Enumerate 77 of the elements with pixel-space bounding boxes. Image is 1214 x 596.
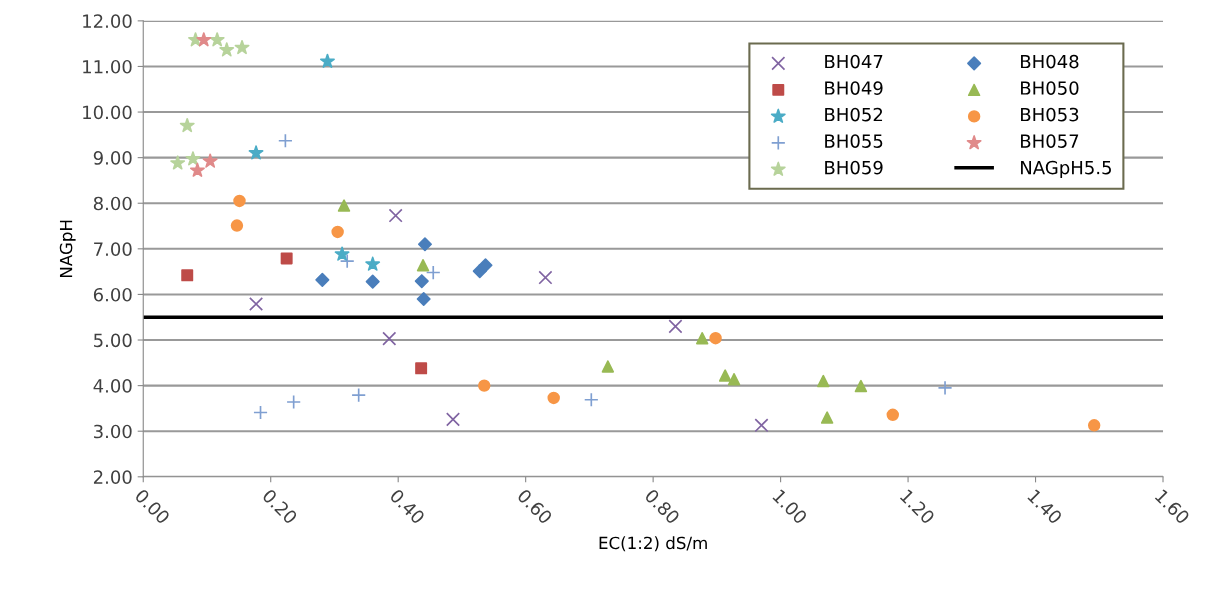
point	[248, 145, 264, 160]
y-tick-label: 5.00	[94, 333, 132, 348]
x-axis-title: EC(1:2) dS/m	[599, 536, 707, 552]
point	[185, 151, 201, 166]
y-tick-label: 7.00	[94, 242, 132, 256]
point	[445, 412, 461, 427]
point	[937, 380, 953, 396]
y-tick-label: 4.00	[93, 379, 132, 393]
point	[718, 369, 732, 382]
point	[230, 219, 244, 232]
point	[234, 39, 250, 55]
point	[854, 379, 868, 393]
point	[478, 258, 493, 273]
point	[202, 153, 218, 168]
point	[189, 162, 205, 177]
point	[351, 387, 367, 403]
point	[337, 199, 351, 212]
point	[601, 360, 615, 373]
point	[277, 133, 293, 149]
point	[538, 270, 553, 285]
point	[547, 391, 560, 405]
point	[1087, 419, 1101, 432]
point	[382, 331, 397, 346]
point	[417, 237, 433, 252]
point	[315, 272, 330, 287]
legend-label: BH049	[825, 81, 883, 95]
point	[365, 256, 381, 271]
point	[209, 32, 225, 47]
point	[416, 259, 430, 272]
point	[196, 32, 212, 47]
point	[179, 117, 195, 133]
point	[334, 246, 350, 261]
point	[170, 155, 186, 170]
y-tick-label: 11.00	[83, 59, 132, 74]
point	[286, 394, 302, 410]
y-tick-label: 6.00	[93, 287, 132, 302]
point	[339, 253, 355, 269]
y-tick-label: 8.00	[93, 196, 132, 211]
point	[219, 42, 235, 57]
legend-label: NAGpH5.5	[1021, 160, 1111, 178]
legend-label: BH055	[825, 134, 883, 148]
y-tick-label: 2.00	[93, 470, 132, 484]
point	[388, 208, 403, 223]
legend-label: BH052	[825, 107, 883, 122]
point	[709, 331, 722, 345]
point	[233, 194, 246, 208]
point	[280, 252, 293, 265]
legend-label: BH047	[825, 54, 883, 69]
y-tick-label: 3.00	[94, 424, 132, 439]
point	[727, 373, 741, 386]
point	[365, 274, 380, 289]
legend-label: BH059	[825, 160, 883, 175]
legend-label: BH057	[1021, 134, 1079, 148]
y-axis-title: NAGpH	[59, 220, 76, 277]
point	[695, 331, 709, 345]
point	[414, 274, 429, 289]
point	[583, 392, 599, 408]
legend-label: BH053	[1021, 107, 1079, 122]
point	[817, 374, 830, 388]
point	[253, 405, 268, 420]
point	[886, 408, 899, 422]
point	[820, 411, 834, 424]
point	[249, 296, 264, 312]
point	[425, 265, 441, 280]
y-tick-label: 9.00	[93, 151, 132, 165]
point	[754, 418, 769, 433]
y-tick-label: 10.00	[83, 105, 132, 120]
point	[331, 225, 344, 239]
point	[181, 269, 194, 282]
point	[416, 291, 431, 307]
point	[668, 319, 683, 334]
point	[478, 379, 491, 392]
point	[415, 362, 428, 375]
y-tick-label: 12.00	[83, 14, 132, 28]
legend-label: BH050	[1021, 81, 1079, 95]
legend-label: BH048	[1021, 54, 1079, 69]
point	[320, 53, 335, 68]
